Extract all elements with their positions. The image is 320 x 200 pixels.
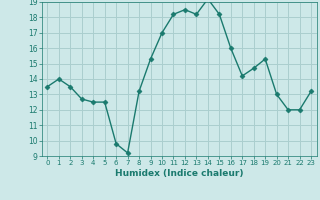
X-axis label: Humidex (Indice chaleur): Humidex (Indice chaleur) [115,169,244,178]
